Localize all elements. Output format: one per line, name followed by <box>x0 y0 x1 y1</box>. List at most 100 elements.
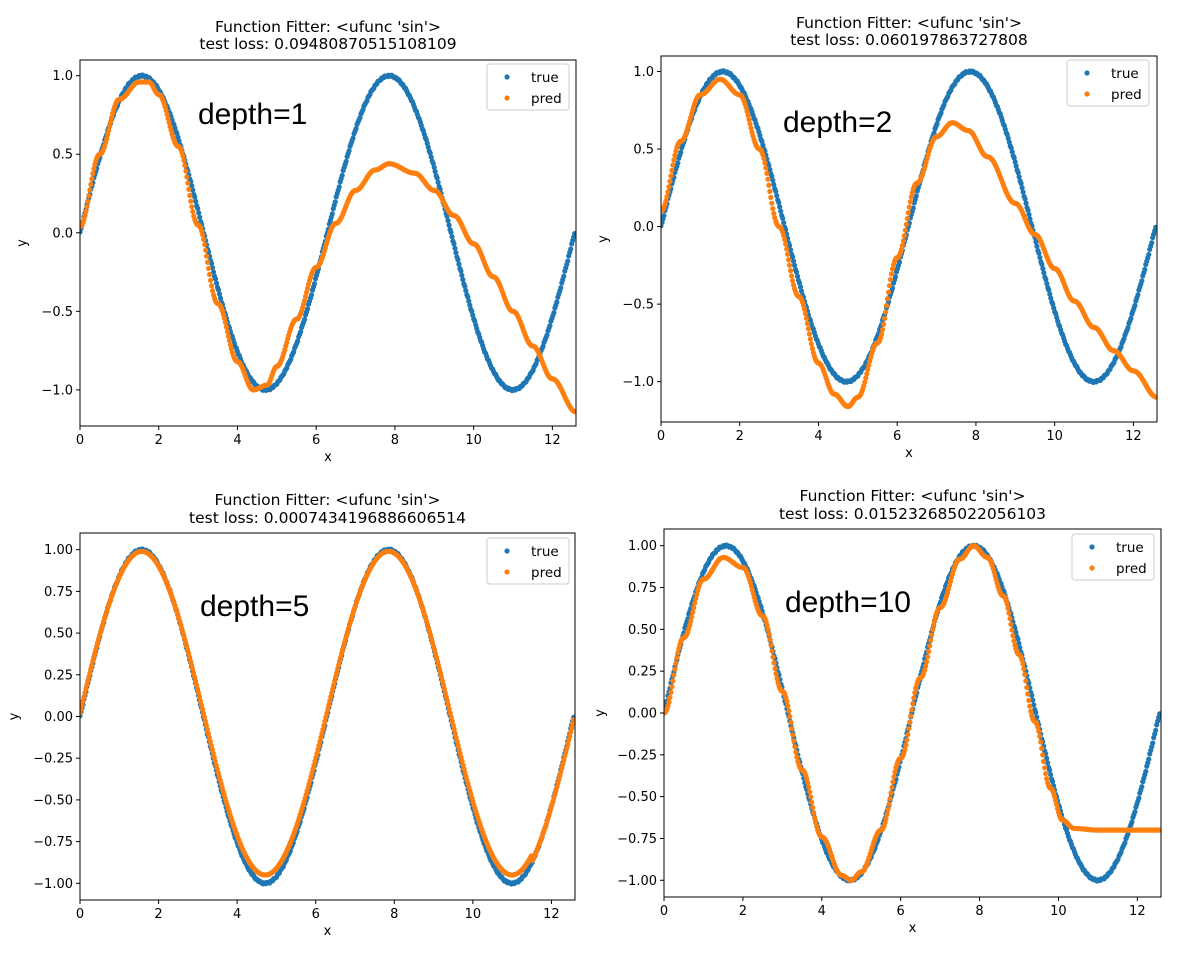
point-true <box>459 272 465 278</box>
point-true <box>540 343 546 350</box>
point-true <box>217 295 224 301</box>
point-pred <box>209 746 215 753</box>
point-pred <box>195 690 202 696</box>
point-pred <box>109 114 115 121</box>
point-pred <box>301 297 308 304</box>
point-pred <box>211 754 217 760</box>
point-true <box>1016 174 1022 180</box>
point-pred <box>190 670 197 676</box>
point-true <box>1041 270 1047 276</box>
point-true <box>1157 711 1161 717</box>
point-pred <box>690 609 696 615</box>
point-pred <box>788 719 794 726</box>
point-pred <box>923 663 929 669</box>
legend-marker-true <box>504 548 510 554</box>
point-pred <box>781 232 787 239</box>
point-pred <box>85 678 91 684</box>
point-true <box>1025 207 1031 213</box>
point-true <box>1046 287 1052 293</box>
point-true <box>1009 149 1015 155</box>
point-pred <box>772 665 778 672</box>
point-pred <box>767 636 773 643</box>
point-pred <box>898 246 905 253</box>
point-true <box>796 280 803 286</box>
depth-annotation: depth=2 <box>783 106 892 139</box>
point-pred <box>86 674 92 680</box>
legend-marker-true <box>1089 544 1095 550</box>
point-pred <box>907 719 913 725</box>
point-pred <box>108 119 114 125</box>
point-pred <box>675 650 681 656</box>
point-pred <box>191 674 198 680</box>
point-pred <box>885 806 891 813</box>
point-pred <box>927 643 933 649</box>
legend-marker-pred <box>504 95 510 101</box>
point-true <box>1045 760 1051 766</box>
point-true <box>773 188 779 194</box>
point-pred <box>880 326 886 333</box>
point-pred <box>1026 697 1032 703</box>
point-pred <box>438 674 444 680</box>
y-axis-label: y <box>596 235 611 243</box>
subplot-4: Function Fitter: <ufunc 'sin'>test loss:… <box>593 487 1162 936</box>
point-true <box>770 177 776 183</box>
point-pred <box>668 689 674 695</box>
point-true <box>769 173 775 179</box>
point-pred <box>666 184 672 190</box>
point-true <box>428 154 434 160</box>
point-true <box>678 149 684 155</box>
point-pred <box>1022 672 1028 678</box>
y-tick-label: −0.5 <box>41 305 73 320</box>
point-pred <box>890 779 896 785</box>
point-true <box>212 276 219 282</box>
chart-subtitle: test loss: 0.015232685022056103 <box>779 505 1046 523</box>
point-true <box>1122 840 1128 846</box>
x-tick-label: 4 <box>233 433 241 448</box>
y-tick-label: −1.0 <box>622 375 654 390</box>
y-tick-label: 1.0 <box>633 65 654 80</box>
point-pred <box>806 331 813 337</box>
point-true <box>1039 261 1045 267</box>
x-tick-label: 6 <box>312 907 320 922</box>
point-pred <box>187 192 193 198</box>
point-pred <box>196 694 203 700</box>
point-true <box>446 222 452 228</box>
point-pred <box>809 345 815 352</box>
point-pred <box>899 242 905 249</box>
point-pred <box>443 694 449 700</box>
data-points <box>80 546 575 887</box>
point-true <box>1012 159 1018 165</box>
point-pred <box>747 121 753 127</box>
y-tick-label: −0.5 <box>622 298 654 313</box>
point-pred <box>793 749 799 755</box>
series-true <box>664 542 1161 884</box>
point-pred <box>864 371 870 377</box>
y-tick-label: 0.00 <box>44 710 73 725</box>
x-tick-label: 12 <box>1125 429 1142 444</box>
point-pred <box>762 160 768 166</box>
point-pred <box>450 722 456 728</box>
point-true <box>435 179 441 185</box>
series-pred <box>80 79 576 415</box>
point-true <box>462 283 468 289</box>
point-true <box>892 274 899 280</box>
point-pred <box>689 614 695 620</box>
point-true <box>675 160 681 166</box>
point-true <box>1037 254 1043 261</box>
point-pred <box>88 666 94 672</box>
point-pred <box>453 734 459 741</box>
x-axis-label: x <box>324 450 332 465</box>
point-pred <box>87 187 93 193</box>
point-pred <box>1036 728 1042 734</box>
point-true <box>561 273 567 279</box>
point-pred <box>184 174 190 180</box>
point-pred <box>763 165 769 171</box>
point-pred <box>807 336 813 342</box>
point-pred <box>769 200 775 206</box>
point-pred <box>221 315 228 322</box>
point-true <box>1015 170 1021 176</box>
legend-label-true: true <box>531 70 559 86</box>
data-points <box>664 542 1161 884</box>
x-tick-label: 2 <box>154 907 162 922</box>
point-pred <box>85 198 91 204</box>
